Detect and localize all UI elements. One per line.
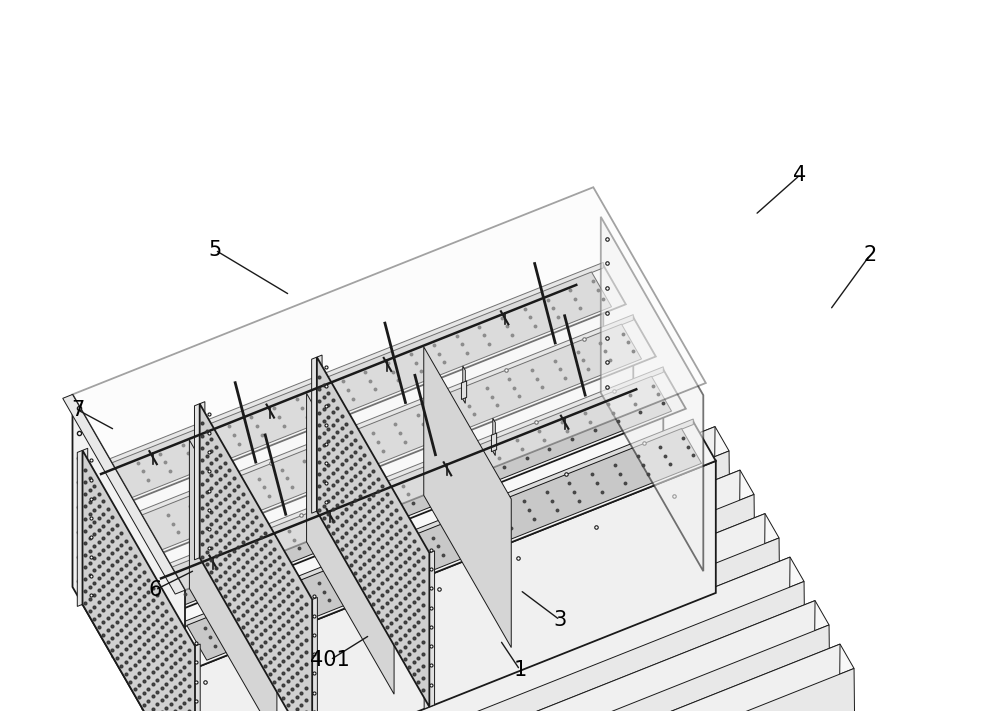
Polygon shape (228, 459, 231, 496)
Polygon shape (189, 440, 277, 711)
Text: 4: 4 (793, 165, 807, 185)
Polygon shape (292, 601, 815, 711)
Polygon shape (233, 494, 756, 711)
Polygon shape (374, 480, 379, 498)
Polygon shape (219, 470, 754, 702)
Text: 401: 401 (310, 650, 350, 670)
Polygon shape (187, 429, 702, 661)
Polygon shape (82, 262, 603, 475)
Polygon shape (72, 395, 185, 711)
Polygon shape (491, 433, 497, 451)
Polygon shape (461, 381, 467, 400)
Polygon shape (318, 644, 840, 711)
Polygon shape (218, 674, 219, 711)
Polygon shape (269, 557, 804, 711)
Polygon shape (493, 418, 495, 456)
Polygon shape (143, 367, 663, 579)
Polygon shape (307, 393, 394, 694)
Polygon shape (192, 589, 863, 711)
Text: 7: 7 (71, 400, 85, 420)
Polygon shape (112, 314, 633, 528)
Polygon shape (72, 187, 706, 590)
Polygon shape (190, 644, 200, 711)
Polygon shape (258, 511, 261, 549)
Polygon shape (82, 450, 195, 711)
Text: 3: 3 (553, 610, 567, 630)
Polygon shape (82, 265, 603, 604)
Polygon shape (376, 465, 378, 502)
Polygon shape (173, 419, 693, 631)
Polygon shape (319, 644, 854, 711)
Polygon shape (173, 422, 693, 711)
Polygon shape (344, 427, 349, 446)
Polygon shape (244, 513, 779, 711)
Polygon shape (208, 658, 210, 711)
Text: 6: 6 (148, 580, 162, 600)
Polygon shape (346, 412, 348, 450)
Text: 1: 1 (513, 660, 527, 680)
Polygon shape (194, 402, 205, 560)
Polygon shape (77, 448, 88, 606)
Polygon shape (192, 614, 342, 711)
Polygon shape (283, 582, 806, 711)
Polygon shape (308, 625, 831, 711)
Polygon shape (227, 474, 232, 493)
Polygon shape (200, 404, 312, 711)
Polygon shape (192, 427, 715, 711)
Polygon shape (424, 551, 435, 709)
Polygon shape (195, 461, 716, 711)
Polygon shape (143, 370, 663, 709)
Polygon shape (333, 668, 856, 711)
Text: 5: 5 (208, 240, 222, 260)
Polygon shape (112, 317, 633, 656)
Polygon shape (218, 470, 740, 711)
Polygon shape (82, 265, 626, 511)
Text: 2: 2 (863, 245, 877, 265)
Polygon shape (463, 366, 465, 403)
Polygon shape (294, 601, 829, 711)
Polygon shape (317, 357, 429, 707)
Polygon shape (233, 702, 235, 711)
Polygon shape (63, 395, 185, 594)
Polygon shape (112, 317, 656, 564)
Polygon shape (312, 355, 322, 513)
Polygon shape (258, 538, 781, 711)
Polygon shape (268, 557, 790, 711)
Polygon shape (127, 324, 642, 556)
Polygon shape (157, 376, 672, 608)
Polygon shape (257, 526, 262, 545)
Polygon shape (601, 217, 703, 571)
Polygon shape (307, 597, 317, 711)
Polygon shape (97, 272, 612, 503)
Polygon shape (208, 451, 731, 711)
Polygon shape (424, 347, 511, 648)
Polygon shape (173, 422, 716, 668)
Polygon shape (242, 513, 765, 711)
Polygon shape (143, 370, 686, 616)
Polygon shape (192, 631, 194, 711)
Polygon shape (194, 427, 729, 658)
